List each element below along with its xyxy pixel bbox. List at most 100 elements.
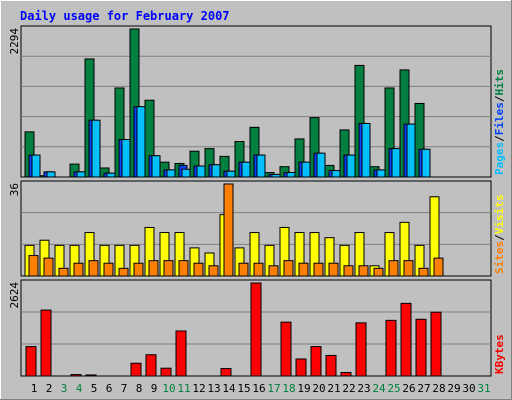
bar-kbytes-day-4 xyxy=(70,374,82,377)
chart-title: Daily usage for February 2007 xyxy=(20,9,230,23)
y-max-label: 2624 xyxy=(8,282,21,309)
day-label-8: 8 xyxy=(136,382,143,395)
bar-kbytes-day-18 xyxy=(280,321,292,377)
bar-sites-day-16 xyxy=(253,262,264,277)
day-label-25: 25 xyxy=(387,382,400,395)
legend-entry: / xyxy=(493,95,506,102)
day-label-9: 9 xyxy=(151,382,158,395)
bar-kbytes-day-21 xyxy=(325,354,337,377)
panel-kbytes: 2624 KBytes xyxy=(8,279,506,377)
bar-sites-day-9 xyxy=(148,260,159,277)
bar-sites-day-26 xyxy=(403,260,414,277)
bar-pages-day-16 xyxy=(256,154,266,178)
day-label-27: 27 xyxy=(417,382,430,395)
day-label-2: 2 xyxy=(46,382,53,395)
legend-entry: Sites xyxy=(493,241,506,274)
bar-pages-day-18 xyxy=(286,171,296,178)
day-label-29: 29 xyxy=(447,382,460,395)
series-hits xyxy=(24,28,425,178)
bar-sites-day-2 xyxy=(43,257,54,277)
day-labels-layer: 1 2 3 4 5 6 7 8 9 10 11 12 13 14 15 16 17 18 19 20 21 22 23 24 2… xyxy=(31,382,491,395)
bar-pages-day-8 xyxy=(136,106,146,178)
bar-pages-day-27 xyxy=(421,148,431,178)
bar-kbytes-day-19 xyxy=(295,358,307,377)
series-sites xyxy=(28,183,444,277)
bar-kbytes-day-23 xyxy=(355,322,367,377)
bar-pages-day-19 xyxy=(301,161,311,178)
day-label-4: 4 xyxy=(76,382,83,395)
day-label-20: 20 xyxy=(312,382,325,395)
bar-pages-day-24 xyxy=(376,169,386,178)
bar-kbytes-day-1 xyxy=(25,346,37,377)
panels-layer: 2294Pages/Files/Hits36Sites/Visits2624KB… xyxy=(8,25,506,377)
bar-pages-day-7 xyxy=(121,139,131,178)
bar-kbytes-day-2 xyxy=(40,309,52,377)
bar-kbytes-day-22 xyxy=(340,371,352,377)
bar-pages-day-4 xyxy=(76,171,86,178)
day-label-19: 19 xyxy=(297,382,310,395)
panel-visits-sites: 36 Sites/Visits xyxy=(8,180,506,277)
bar-sites-day-1 xyxy=(28,255,39,277)
day-label-6: 6 xyxy=(106,382,113,395)
bar-sites-day-4 xyxy=(73,262,84,277)
legend: Pages/Files/Hits xyxy=(493,69,506,175)
day-label-30: 30 xyxy=(462,382,475,395)
bar-kbytes-day-28 xyxy=(430,311,442,377)
bar-pages-day-25 xyxy=(391,148,401,178)
bar-sites-day-15 xyxy=(238,262,249,277)
bar-kbytes-day-26 xyxy=(400,302,412,377)
day-label-12: 12 xyxy=(192,382,205,395)
bar-pages-day-5 xyxy=(91,119,101,178)
y-max-label: 2294 xyxy=(8,28,21,55)
bar-sites-day-7 xyxy=(118,267,129,277)
legend: KBytes xyxy=(493,334,506,374)
day-label-18: 18 xyxy=(282,382,295,395)
legend-entry: / xyxy=(493,234,506,241)
bar-sites-day-22 xyxy=(343,265,354,277)
panel-hits-files-pages: 2294 Pages/Files/Hits xyxy=(8,25,506,178)
bar-pages-day-26 xyxy=(406,123,416,178)
legend: Sites/Visits xyxy=(493,195,506,275)
bar-sites-day-3 xyxy=(58,267,69,277)
day-label-14: 14 xyxy=(222,382,236,395)
bar-sites-day-24 xyxy=(373,267,384,277)
day-label-16: 16 xyxy=(252,382,265,395)
day-label-11: 11 xyxy=(177,382,190,395)
day-label-3: 3 xyxy=(61,382,68,395)
day-label-10: 10 xyxy=(162,382,175,395)
legend-entry: Visits xyxy=(493,195,506,235)
bar-sites-day-6 xyxy=(103,262,114,277)
bar-kbytes-day-16 xyxy=(250,282,262,377)
bar-kbytes-day-5 xyxy=(85,374,97,377)
bar-kbytes-day-25 xyxy=(385,319,397,377)
day-label-22: 22 xyxy=(342,382,355,395)
bar-sites-day-11 xyxy=(178,260,189,277)
bar-kbytes-day-27 xyxy=(415,318,427,377)
day-label-1: 1 xyxy=(31,382,38,395)
bar-pages-day-1 xyxy=(31,154,41,178)
bar-sites-day-23 xyxy=(358,265,369,277)
day-label-23: 23 xyxy=(357,382,370,395)
legend-entry: / xyxy=(493,135,506,142)
bar-sites-day-12 xyxy=(193,262,204,277)
bar-sites-day-10 xyxy=(163,260,174,277)
bar-kbytes-day-11 xyxy=(175,330,187,377)
bar-pages-day-14 xyxy=(226,170,236,178)
bar-pages-day-13 xyxy=(211,164,221,178)
bar-pages-day-12 xyxy=(196,165,206,178)
bar-kbytes-day-10 xyxy=(160,367,172,377)
bar-sites-day-5 xyxy=(88,260,99,277)
bar-pages-day-23 xyxy=(361,122,371,178)
day-label-5: 5 xyxy=(91,382,98,395)
bar-pages-day-22 xyxy=(346,154,356,178)
bar-pages-day-10 xyxy=(166,169,176,178)
bar-sites-day-18 xyxy=(283,260,294,277)
bar-sites-day-21 xyxy=(328,262,339,277)
bar-pages-day-11 xyxy=(181,168,191,178)
y-max-label: 36 xyxy=(8,183,21,196)
day-label-13: 13 xyxy=(207,382,220,395)
bar-sites-day-27 xyxy=(418,267,429,277)
bar-kbytes-day-8 xyxy=(130,362,142,377)
series-pages xyxy=(31,106,431,178)
bar-sites-day-13 xyxy=(208,265,219,277)
